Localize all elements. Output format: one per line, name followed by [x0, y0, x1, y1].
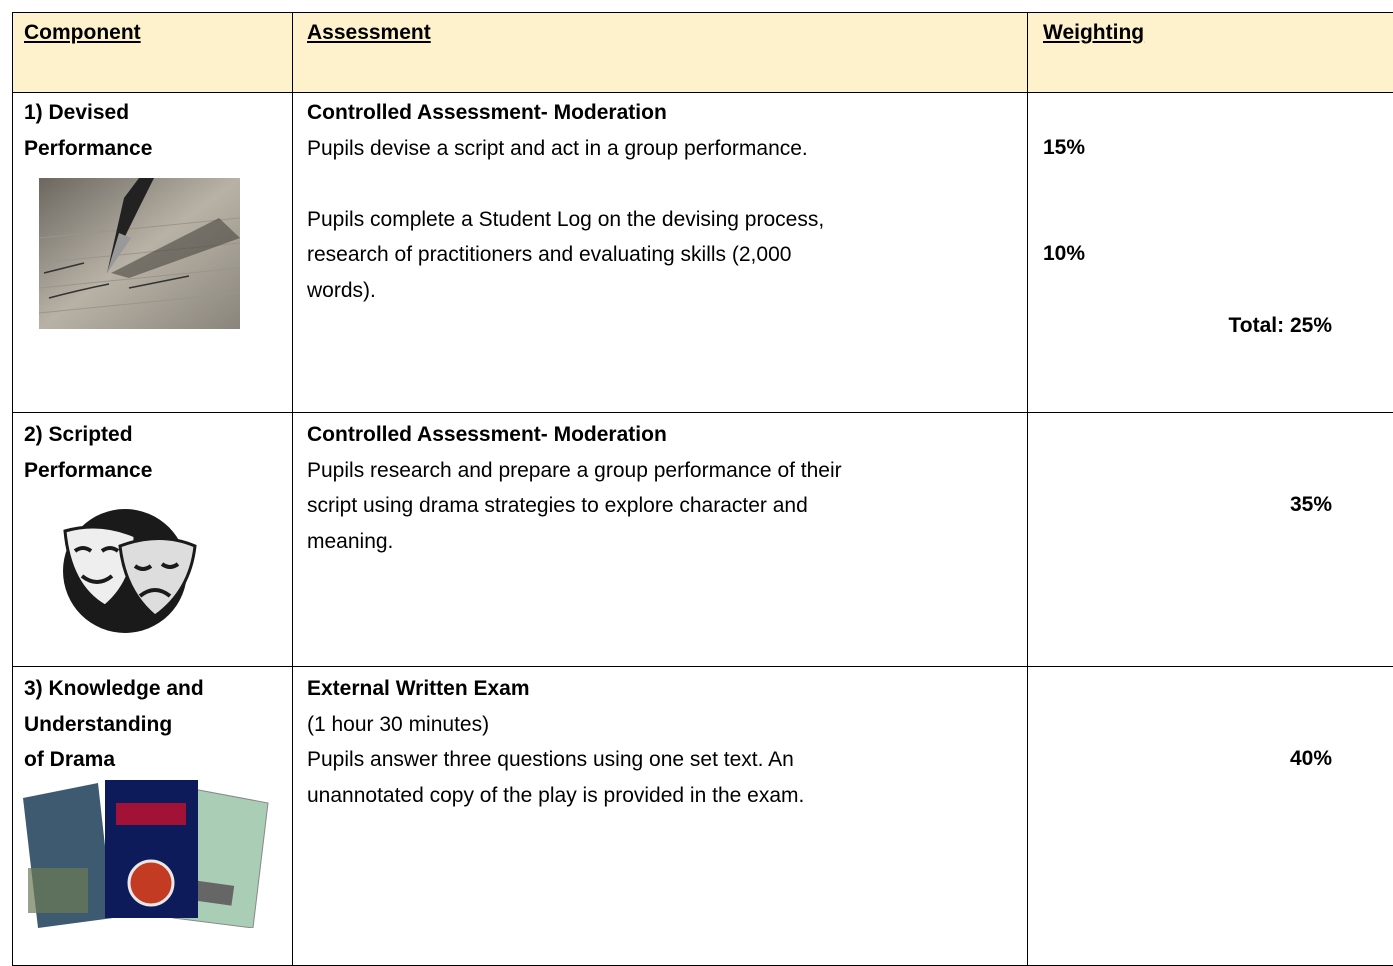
header-text: Weighting — [1043, 21, 1145, 44]
header-text: Assessment — [307, 21, 431, 44]
paragraph: (1 hour 30 minutes) Pupils answer three q… — [307, 707, 804, 814]
weighting: 15% — [1043, 136, 1086, 159]
component: 3) Knowledge and Understanding of Drama — [24, 671, 204, 778]
assessment-line: script using drama strategies to explore… — [307, 494, 808, 517]
assessment-line: words). — [307, 278, 376, 302]
weighting: 40% — [1289, 747, 1332, 770]
component-line: Performance — [24, 458, 153, 482]
component: 2) Scripted Performance — [24, 417, 152, 488]
assessment-line: Pupils devise a script and act in a grou… — [307, 136, 808, 160]
assessment: Controlled Assessment- Moderation Pupils … — [307, 95, 824, 308]
paragraph: Pupils research and prepare a group perf… — [307, 453, 842, 560]
weighting-total: Total: 25% — [1228, 314, 1332, 337]
books-image — [23, 780, 269, 928]
component-line: 2) Scripted — [24, 423, 133, 446]
header-cell — [1027, 12, 1393, 93]
component-line: Understanding — [24, 712, 173, 736]
cell — [1027, 412, 1393, 667]
assessment-line: Pupils complete a Student Log on the dev… — [307, 207, 825, 231]
component-line: 3) Knowledge and — [24, 677, 204, 700]
assessment: External Written Exam (1 hour 30 minutes)… — [307, 671, 804, 813]
assessment-line: Pupils research and prepare a group perf… — [307, 458, 842, 482]
weighting: 35% — [1289, 493, 1332, 516]
component: 1) Devised Performance — [24, 95, 152, 166]
assessment-line: unannotated copy of the play is provided… — [307, 783, 805, 807]
assessment: Controlled Assessment- Moderation Pupils … — [307, 417, 842, 559]
paragraph: Pupils complete a Student Log on the dev… — [307, 202, 824, 309]
cell — [1027, 666, 1393, 966]
header-cell — [292, 12, 1028, 93]
component-line: Performance — [24, 136, 153, 160]
component-line: 1) Devised — [24, 101, 130, 124]
assessment-title: Controlled Assessment- Moderation — [307, 101, 667, 124]
assessment-line: (1 hour 30 minutes) — [307, 712, 490, 736]
header-text: Component — [24, 21, 141, 44]
pen-image — [39, 178, 240, 329]
masks-image — [63, 509, 197, 633]
component-line: of Drama — [24, 748, 116, 771]
assessment-line: Pupils answer three questions using one … — [307, 748, 794, 771]
assessment-title: External Written Exam — [307, 677, 530, 700]
assessment-line: research of practitioners and evaluating… — [307, 243, 792, 266]
header-cell — [12, 12, 293, 93]
paragraph: Pupils devise a script and act in a grou… — [307, 131, 824, 167]
assessment-line: meaning. — [307, 529, 394, 553]
assessment-title: Controlled Assessment- Moderation — [307, 423, 667, 446]
weighting: 10% — [1043, 242, 1086, 265]
